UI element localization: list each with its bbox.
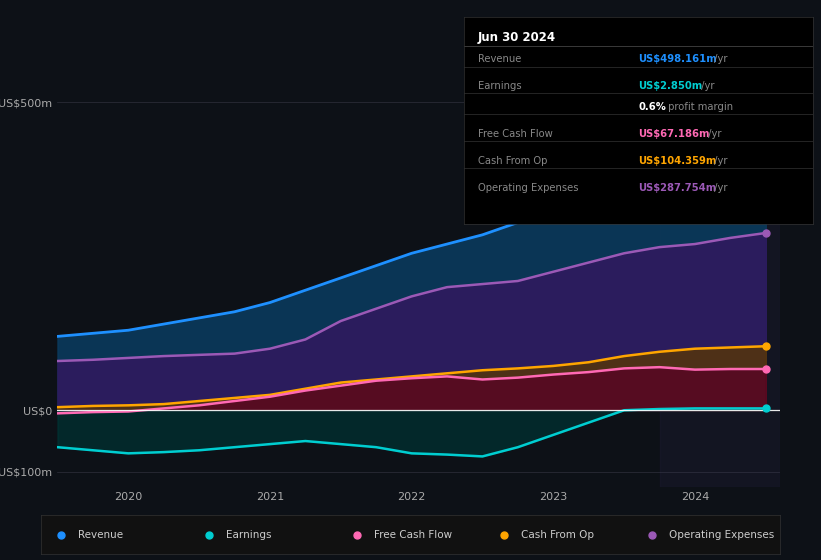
Text: US$67.186m: US$67.186m [639, 129, 710, 139]
Text: /yr: /yr [711, 183, 727, 193]
Text: Cash From Op: Cash From Op [478, 156, 548, 166]
Text: Cash From Op: Cash From Op [521, 530, 594, 540]
Text: Earnings: Earnings [226, 530, 271, 540]
Text: /yr: /yr [711, 156, 727, 166]
Text: Jun 30 2024: Jun 30 2024 [478, 31, 556, 44]
Text: /yr: /yr [698, 81, 714, 91]
Text: /yr: /yr [704, 129, 721, 139]
Text: profit margin: profit margin [665, 102, 733, 112]
Text: /yr: /yr [711, 54, 727, 64]
Text: Free Cash Flow: Free Cash Flow [374, 530, 452, 540]
Text: Revenue: Revenue [78, 530, 123, 540]
Text: Free Cash Flow: Free Cash Flow [478, 129, 553, 139]
Text: 0.6%: 0.6% [639, 102, 666, 112]
Text: US$2.850m: US$2.850m [639, 81, 703, 91]
Text: US$104.359m: US$104.359m [639, 156, 717, 166]
Bar [659, 84, 780, 487]
Text: Operating Expenses: Operating Expenses [669, 530, 774, 540]
Text: US$498.161m: US$498.161m [639, 54, 717, 64]
Text: Revenue: Revenue [478, 54, 521, 64]
Text: US$287.754m: US$287.754m [639, 183, 717, 193]
Text: Earnings: Earnings [478, 81, 521, 91]
Text: Operating Expenses: Operating Expenses [478, 183, 578, 193]
